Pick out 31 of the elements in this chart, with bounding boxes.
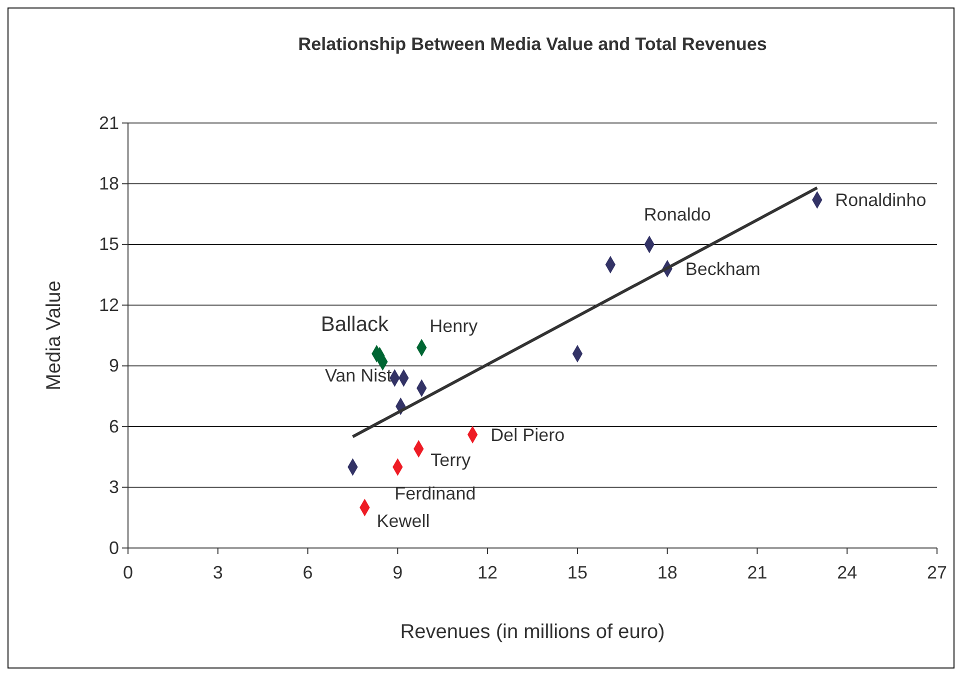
y-tick-label: 21	[98, 112, 119, 133]
x-tick-label: 15	[567, 562, 588, 583]
y-tick-label: 6	[108, 416, 119, 436]
x-tick-label: 3	[212, 562, 223, 583]
annotation: Van Nist	[324, 365, 392, 386]
annotation: Del Piero	[490, 424, 565, 445]
x-axis-title: Revenues (in millions of euro)	[400, 621, 665, 643]
x-tick-label: 27	[926, 562, 948, 583]
x-tick-label: 6	[302, 562, 313, 583]
y-tick-label: 3	[108, 477, 119, 498]
annotation: Henry	[430, 316, 478, 336]
y-tick-label: 0	[108, 538, 119, 558]
x-tick-label: 24	[837, 562, 858, 583]
annotation: Ferdinand	[394, 483, 476, 504]
x-tick-label: 9	[392, 562, 403, 583]
y-tick-label: 15	[98, 234, 119, 254]
annotation: Ronaldinho	[835, 190, 926, 210]
y-tick-label: 12	[98, 294, 119, 315]
chart-title: Relationship Between Media Value and Total Revenues	[298, 34, 767, 54]
x-tick-label: 21	[747, 562, 768, 583]
x-tick-label: 18	[657, 562, 678, 583]
x-tick-label: 12	[478, 562, 498, 583]
annotation: Terry	[430, 450, 471, 470]
y-tick-label: 18	[98, 173, 119, 194]
x-tick-label: 0	[122, 562, 134, 583]
annotation: Ronaldo	[644, 204, 711, 225]
annotation: Ballack	[320, 313, 390, 336]
y-axis-title: Media Value	[43, 280, 65, 390]
y-tick-label: 9	[108, 356, 119, 376]
annotation: Kewell	[376, 510, 430, 531]
annotation: Beckham	[685, 259, 760, 280]
